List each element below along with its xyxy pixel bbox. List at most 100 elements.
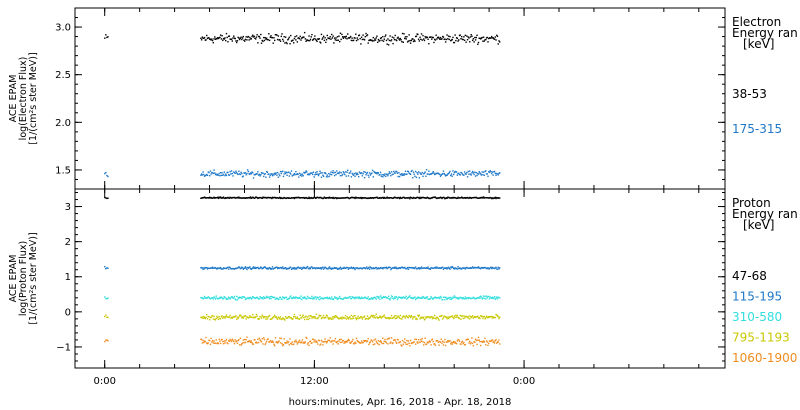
- data-point: [223, 267, 225, 269]
- data-point: [223, 295, 225, 298]
- data-point: [200, 266, 203, 269]
- data-point: [273, 296, 276, 299]
- data-point: [292, 39, 294, 41]
- data-point: [417, 196, 419, 199]
- data-point: [393, 170, 395, 173]
- data-point: [388, 337, 391, 339]
- data-point: [480, 267, 482, 270]
- data-point: [450, 197, 452, 199]
- data-point: [350, 314, 353, 317]
- data-point: [303, 266, 306, 269]
- data-point: [406, 170, 409, 173]
- data-point: [212, 197, 215, 199]
- data-point: [448, 340, 450, 342]
- data-point: [466, 338, 469, 340]
- data-point: [386, 173, 388, 176]
- data-point: [459, 314, 461, 317]
- data-point: [345, 175, 347, 177]
- data-point: [289, 197, 291, 199]
- data-point: [372, 314, 375, 317]
- data-point: [447, 317, 450, 320]
- data-point: [291, 39, 293, 42]
- data-point: [284, 296, 287, 299]
- data-point: [260, 341, 263, 343]
- data-point: [223, 340, 225, 342]
- data-point: [452, 267, 455, 270]
- data-point: [342, 298, 345, 300]
- data-point: [409, 297, 412, 299]
- data-point: [317, 343, 319, 345]
- data-point: [392, 317, 394, 319]
- data-point: [418, 341, 421, 343]
- data-point: [354, 175, 356, 177]
- data-point: [395, 267, 398, 270]
- data-point: [335, 341, 337, 343]
- data-point: [237, 36, 239, 39]
- data-point: [318, 197, 320, 199]
- data-point: [472, 296, 475, 299]
- data-point: [360, 296, 363, 298]
- data-point: [221, 35, 223, 37]
- data-point: [442, 340, 444, 342]
- data-point: [399, 173, 402, 176]
- data-point: [227, 316, 230, 319]
- data-point: [460, 268, 462, 270]
- data-point: [488, 197, 490, 199]
- data-point: [394, 297, 396, 299]
- data-point: [238, 266, 241, 269]
- data-point: [226, 298, 228, 300]
- data-point: [319, 315, 321, 317]
- y-tick-label: 2.5: [55, 70, 71, 81]
- data-point: [387, 173, 390, 175]
- data-point: [401, 32, 404, 35]
- data-point: [476, 316, 478, 318]
- data-point: [490, 197, 492, 199]
- data-point: [107, 297, 109, 299]
- data-point: [441, 266, 443, 269]
- data-point: [265, 342, 267, 344]
- data-point: [337, 343, 339, 345]
- data-point: [206, 266, 208, 269]
- data-point: [395, 197, 397, 199]
- data-point: [104, 340, 106, 343]
- data-point: [330, 171, 332, 173]
- data-point: [292, 267, 295, 270]
- data-point: [391, 267, 394, 269]
- data-point: [403, 296, 405, 299]
- data-point: [454, 34, 456, 36]
- data-point: [474, 267, 477, 269]
- data-point: [483, 297, 486, 300]
- data-point: [358, 297, 360, 300]
- data-point: [363, 38, 365, 41]
- data-point: [489, 267, 491, 269]
- data-point: [341, 197, 343, 199]
- data-point: [361, 267, 364, 270]
- data-point: [423, 197, 426, 199]
- data-point: [470, 342, 472, 344]
- data-point: [306, 39, 309, 41]
- data-point: [214, 196, 217, 199]
- data-point: [417, 33, 419, 36]
- data-point: [299, 35, 301, 38]
- data-point: [284, 319, 286, 321]
- series-1060-1900: [104, 336, 501, 347]
- data-point: [366, 297, 369, 300]
- data-point: [246, 39, 248, 41]
- data-point: [290, 197, 292, 199]
- data-point: [402, 315, 404, 317]
- data-point: [294, 173, 296, 176]
- data-point: [254, 297, 257, 300]
- data-point: [250, 268, 253, 271]
- data-point: [329, 317, 331, 320]
- data-point: [274, 34, 277, 36]
- data-point: [264, 266, 266, 268]
- data-point: [254, 267, 257, 270]
- data-point: [423, 341, 426, 344]
- data-point: [382, 337, 384, 339]
- data-point: [221, 296, 223, 299]
- data-point: [306, 298, 308, 300]
- data-point: [273, 314, 276, 316]
- data-point: [412, 318, 414, 320]
- data-point: [494, 196, 497, 199]
- data-point: [244, 172, 246, 174]
